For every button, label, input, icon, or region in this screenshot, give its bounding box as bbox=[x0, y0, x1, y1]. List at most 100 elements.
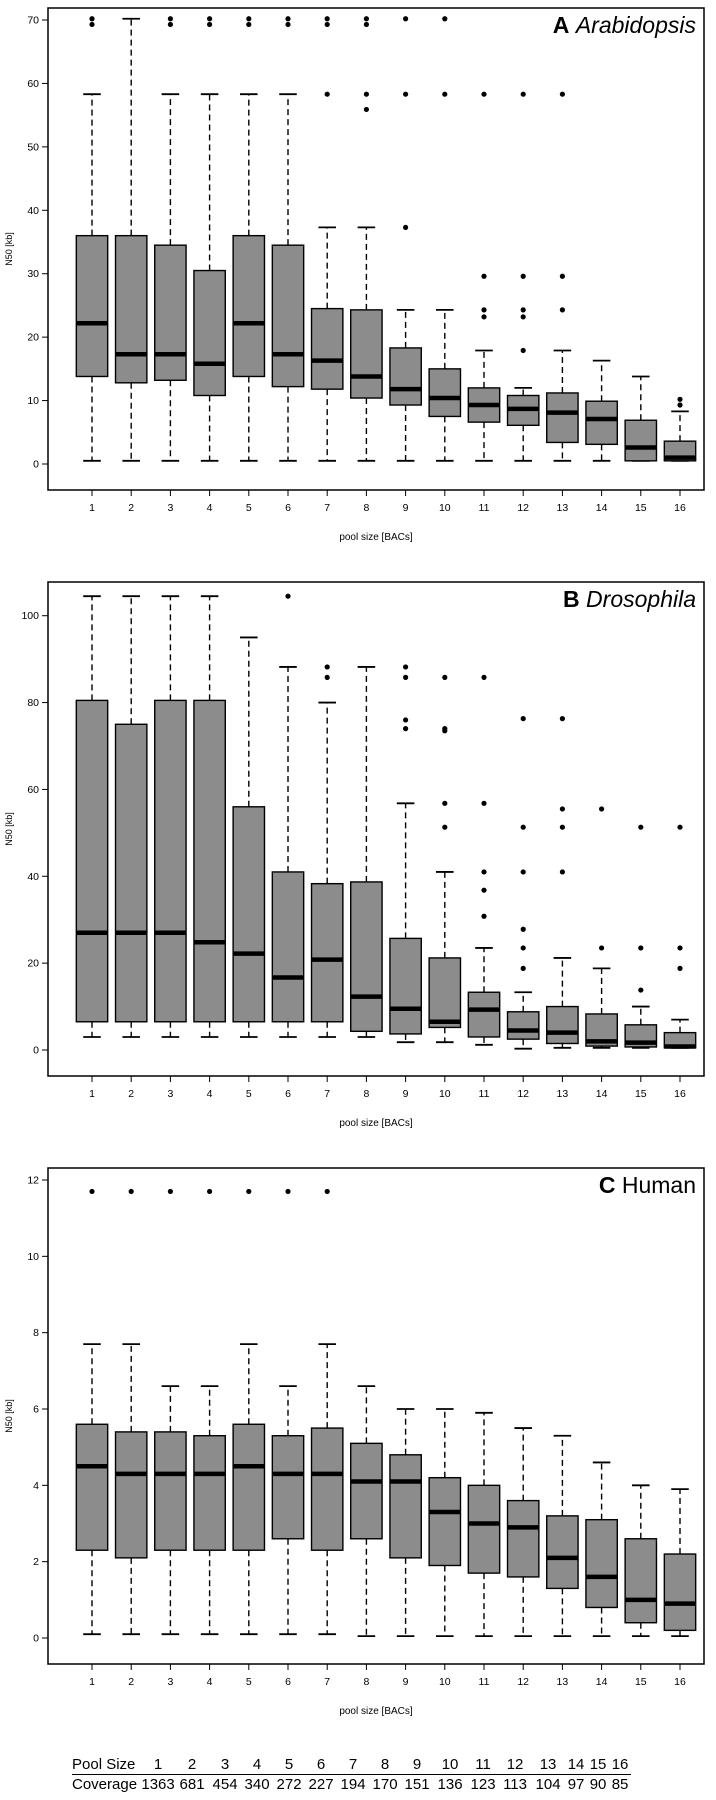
x-tick-label: 9 bbox=[403, 1088, 409, 1100]
iqr-box bbox=[624, 419, 658, 462]
box-15 bbox=[624, 375, 658, 462]
x-tick-label: 13 bbox=[557, 1676, 569, 1688]
y-tick-label: 10 bbox=[27, 395, 39, 407]
iqr-box bbox=[310, 307, 344, 390]
coverage-table: Pool Size 1 2 3 4 5 6 7 8 9 10 11 12 13 14 15 16 Covera… bbox=[72, 1756, 632, 1796]
pool-size-cell: 3 bbox=[209, 1756, 242, 1775]
y-tick-label: 70 bbox=[27, 15, 39, 27]
x-tick-label: 13 bbox=[557, 502, 569, 514]
box-15 bbox=[624, 1484, 658, 1637]
outlier-point bbox=[520, 307, 526, 313]
x-tick-label: 8 bbox=[363, 502, 369, 514]
coverage-cell: 227 bbox=[308, 1776, 334, 1793]
outlier-point bbox=[442, 726, 448, 732]
box-9 bbox=[389, 1408, 422, 1637]
outlier-point bbox=[442, 91, 448, 97]
iqr-box bbox=[389, 347, 422, 406]
outlier-point bbox=[403, 664, 409, 670]
outlier-point bbox=[638, 824, 644, 830]
iqr-box bbox=[428, 957, 462, 1029]
box-6 bbox=[271, 16, 305, 462]
panel-organism: Drosophila bbox=[586, 586, 696, 612]
iqr-box bbox=[114, 1431, 148, 1559]
iqr-box bbox=[75, 699, 109, 1023]
pool-size-cell: 14 bbox=[565, 1756, 588, 1775]
iqr-box bbox=[193, 1435, 226, 1551]
coverage-cell: 123 bbox=[470, 1776, 496, 1793]
y-tick-label: 6 bbox=[33, 1404, 39, 1416]
x-tick-label: 12 bbox=[517, 502, 529, 514]
x-tick-label: 4 bbox=[207, 1088, 213, 1100]
box-1 bbox=[75, 1188, 109, 1636]
outlier-point bbox=[89, 1188, 95, 1195]
box-9 bbox=[389, 16, 422, 462]
iqr-box bbox=[389, 1454, 422, 1559]
x-tick-label: 12 bbox=[517, 1676, 529, 1688]
outlier-point bbox=[324, 674, 330, 680]
outlier-point bbox=[442, 16, 448, 22]
coverage-row: Coverage 1363 681 454 340 272 227 194 170 151 136… bbox=[72, 1775, 631, 1796]
outlier-point bbox=[677, 945, 683, 951]
panel-letter: A bbox=[553, 12, 570, 38]
y-tick-label: 50 bbox=[27, 141, 39, 153]
pool-size-cell: 8 bbox=[369, 1756, 402, 1775]
outlier-point bbox=[285, 593, 291, 599]
y-tick-label: 4 bbox=[33, 1480, 39, 1492]
box-3 bbox=[154, 16, 187, 462]
outlier-point bbox=[207, 21, 213, 28]
outlier-point bbox=[285, 21, 291, 28]
x-tick-label: 10 bbox=[439, 502, 451, 514]
x-tick-label: 9 bbox=[403, 502, 409, 514]
outlier-point bbox=[481, 887, 487, 893]
outlier-point bbox=[559, 824, 566, 830]
box-4 bbox=[193, 16, 226, 462]
coverage-cell: 136 bbox=[437, 1776, 463, 1793]
box-11 bbox=[467, 91, 501, 462]
box-5 bbox=[232, 636, 266, 1038]
box-4 bbox=[193, 1188, 226, 1636]
x-tick-label: 16 bbox=[674, 1676, 686, 1688]
outlier-point bbox=[403, 91, 409, 97]
x-tick-label: 14 bbox=[596, 502, 608, 514]
outlier-point bbox=[520, 273, 526, 279]
box-15 bbox=[624, 824, 658, 1049]
outlier-point bbox=[520, 869, 526, 875]
outlier-point bbox=[481, 273, 487, 279]
box-4 bbox=[193, 595, 226, 1038]
x-tick-label: 5 bbox=[246, 1088, 252, 1100]
panel-title: B Drosophila bbox=[563, 586, 696, 612]
box-6 bbox=[271, 593, 305, 1038]
coverage-cell: 90 bbox=[589, 1776, 607, 1793]
box-3 bbox=[154, 595, 187, 1038]
plot-frame bbox=[47, 1167, 705, 1665]
y-tick-label: 80 bbox=[27, 697, 39, 709]
outlier-point bbox=[481, 869, 487, 875]
x-axis-label: pool size [BACs] bbox=[339, 1706, 413, 1717]
iqr-box bbox=[232, 806, 266, 1023]
iqr-box bbox=[75, 234, 109, 378]
box-12 bbox=[506, 91, 540, 462]
coverage-cell: 97 bbox=[567, 1776, 585, 1793]
pool-size-cell: 1 bbox=[141, 1756, 176, 1775]
coverage-cell: 1363 bbox=[141, 1776, 175, 1793]
outlier-point bbox=[520, 716, 526, 722]
pool-size-cell: 9 bbox=[401, 1756, 434, 1775]
x-tick-label: 7 bbox=[324, 1088, 330, 1100]
outlier-point bbox=[324, 664, 330, 670]
x-tick-label: 6 bbox=[285, 502, 291, 514]
iqr-box bbox=[585, 400, 618, 446]
iqr-box bbox=[663, 1553, 697, 1632]
coverage-cell: 681 bbox=[179, 1776, 205, 1793]
outlier-point bbox=[363, 91, 369, 97]
iqr-box bbox=[506, 1499, 540, 1578]
y-tick-label: 60 bbox=[27, 78, 39, 90]
outlier-point bbox=[481, 307, 487, 313]
outlier-point bbox=[559, 307, 566, 313]
outlier-point bbox=[89, 16, 95, 22]
x-tick-label: 5 bbox=[246, 502, 252, 514]
box-5 bbox=[232, 16, 266, 462]
iqr-box bbox=[310, 882, 344, 1023]
panel-title: C Human bbox=[599, 1172, 696, 1198]
pool-size-cell: 4 bbox=[241, 1756, 274, 1775]
